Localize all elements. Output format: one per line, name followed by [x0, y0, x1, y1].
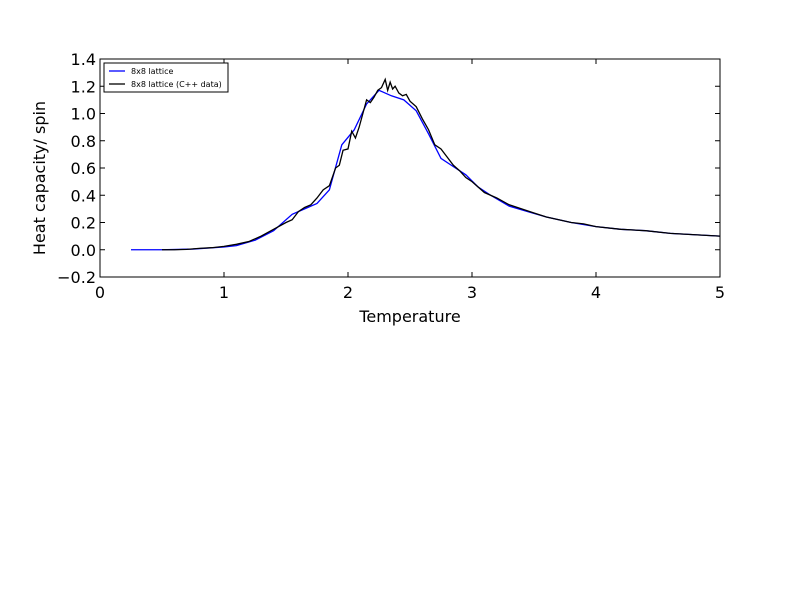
- y-tick-label: 0.6: [71, 159, 96, 178]
- series-line-1: [131, 89, 721, 251]
- plot-area: [131, 77, 721, 251]
- y-axis-label: Heat capacity/ spin: [30, 101, 49, 255]
- y-tick-label: 0.4: [71, 186, 96, 205]
- plot-frame: [99, 58, 721, 278]
- y-tick-label: 0.0: [71, 241, 96, 260]
- x-tick-label: 1: [219, 283, 229, 302]
- y-tick-label: 1.2: [71, 77, 96, 96]
- x-tick-label: 3: [467, 283, 477, 302]
- legend-entry-label: 8x8 lattice (C++ data): [131, 80, 222, 89]
- y-tick-label: 1.0: [71, 105, 96, 124]
- series-line-2: [162, 77, 721, 251]
- x-tick-label: 0: [95, 283, 105, 302]
- y-tick-label: 0.2: [71, 214, 96, 233]
- legend-entry-label: 8x8 lattice: [131, 67, 173, 76]
- y-tick-label: 1.4: [71, 50, 96, 69]
- y-tick-label: −0.2: [57, 268, 96, 287]
- x-tick-label: 5: [715, 283, 725, 302]
- x-tick-label: 2: [343, 283, 353, 302]
- legend-box: [103, 62, 229, 93]
- x-axis-label: Temperature: [358, 307, 460, 326]
- y-tick-label: 0.8: [71, 132, 96, 151]
- legend: 8x8 lattice 8x8 lattice (C++ data): [103, 62, 229, 93]
- x-tick-label: 4: [591, 283, 601, 302]
- tick-labels: 0 1 2 3 4 5 −0.2 0.0 0.2 0.4 0.6 0.8 1.0 1.2 1.4: [57, 50, 725, 302]
